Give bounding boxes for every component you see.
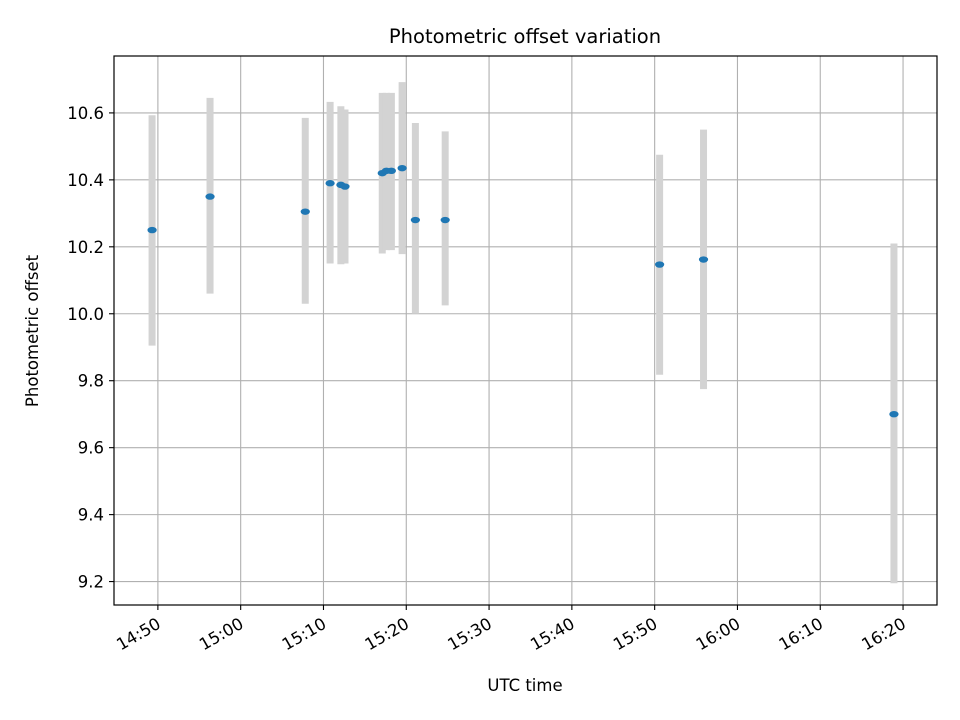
y-tick-label: 10.0: [67, 305, 104, 324]
data-point: [205, 193, 215, 200]
y-tick-label: 9.2: [78, 573, 104, 592]
x-tick-label: 16:10: [776, 614, 827, 654]
x-tick-label: 15:20: [362, 614, 413, 654]
x-tick-label: 15:50: [610, 614, 661, 654]
data-point: [410, 216, 420, 224]
data-point: [340, 183, 350, 190]
data-point: [655, 261, 665, 268]
x-tick-label: 14:50: [113, 614, 164, 654]
y-axis: 9.2 9.4 9.6 9.8 10.0 10.2 10.4 10.6: [67, 104, 114, 592]
x-axis-label: UTC time: [487, 676, 562, 695]
y-tick-label: 10.6: [67, 104, 104, 123]
grid: [114, 56, 937, 605]
data-point: [386, 167, 396, 175]
x-tick-label: 16:20: [858, 614, 909, 654]
y-tick-label: 10.2: [67, 238, 104, 257]
chart-title: Photometric offset variation: [389, 25, 661, 48]
error-bars: [148, 82, 898, 584]
data-points: [147, 164, 899, 418]
y-tick-label: 10.4: [67, 171, 104, 190]
y-tick-label: 9.6: [78, 439, 104, 458]
plot-frame: [113, 55, 938, 606]
x-tick-label: 15:10: [279, 614, 330, 654]
y-tick-label: 9.8: [78, 372, 104, 391]
data-point: [147, 226, 157, 234]
data-point: [325, 180, 335, 187]
data-point: [397, 164, 407, 172]
data-point: [440, 216, 450, 224]
y-tick-label: 9.4: [78, 506, 104, 525]
data-point: [889, 410, 899, 418]
x-tick-label: 15:30: [444, 614, 495, 654]
data-point: [698, 256, 709, 263]
x-tick-label: 16:00: [693, 614, 744, 654]
y-axis-label: Photometric offset: [23, 254, 42, 407]
x-tick-label: 15:00: [196, 614, 247, 654]
data-point: [300, 208, 310, 215]
x-tick-label: 15:40: [527, 614, 578, 654]
x-axis: 14:50 15:00 15:10 15:20 15:30 15:40 15:50 16:00…: [113, 605, 909, 654]
